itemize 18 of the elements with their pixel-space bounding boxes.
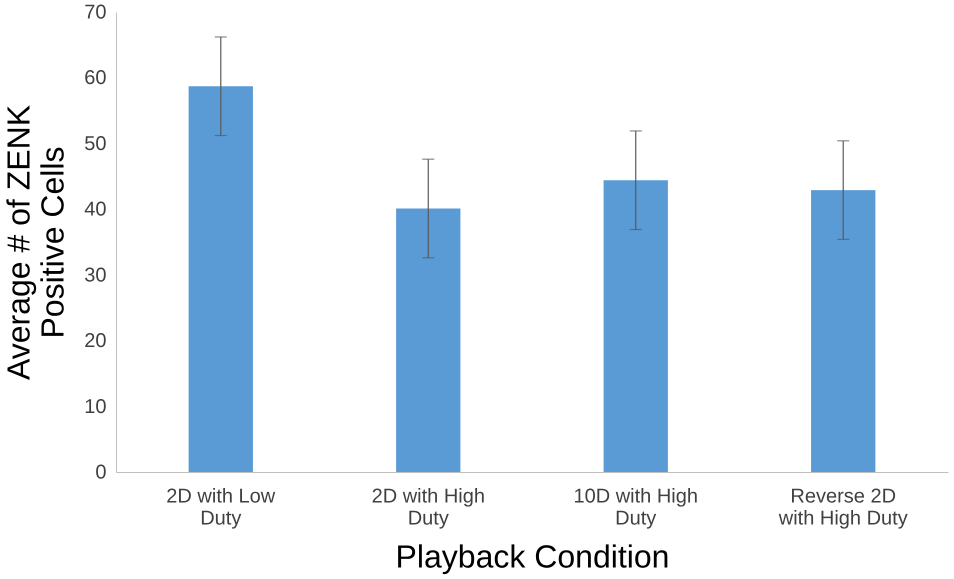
bar bbox=[811, 190, 876, 472]
x-tick-label: Reverse 2D with High Duty bbox=[778, 486, 908, 530]
y-tick-label: 50 bbox=[84, 132, 106, 155]
y-tick-label: 0 bbox=[95, 462, 106, 484]
x-tick-label: 2D with High Duty bbox=[372, 486, 485, 530]
y-tick-label: 60 bbox=[84, 67, 106, 90]
bar bbox=[188, 86, 253, 472]
bar bbox=[604, 180, 668, 472]
x-tick-label: 2D with Low Duty bbox=[166, 486, 276, 530]
bar bbox=[396, 208, 460, 472]
y-tick-label: 30 bbox=[84, 264, 106, 286]
y-tick-label: 10 bbox=[84, 396, 106, 418]
y-tick-label: 40 bbox=[84, 198, 106, 221]
x-axis-title: Playback Condition bbox=[396, 538, 670, 574]
y-axis-title: Average # of ZENK Positive Cells bbox=[0, 104, 70, 380]
y-tick-label: 20 bbox=[84, 330, 106, 352]
x-tick-label: 10D with High Duty bbox=[573, 486, 698, 530]
y-tick-label: 70 bbox=[84, 2, 106, 24]
